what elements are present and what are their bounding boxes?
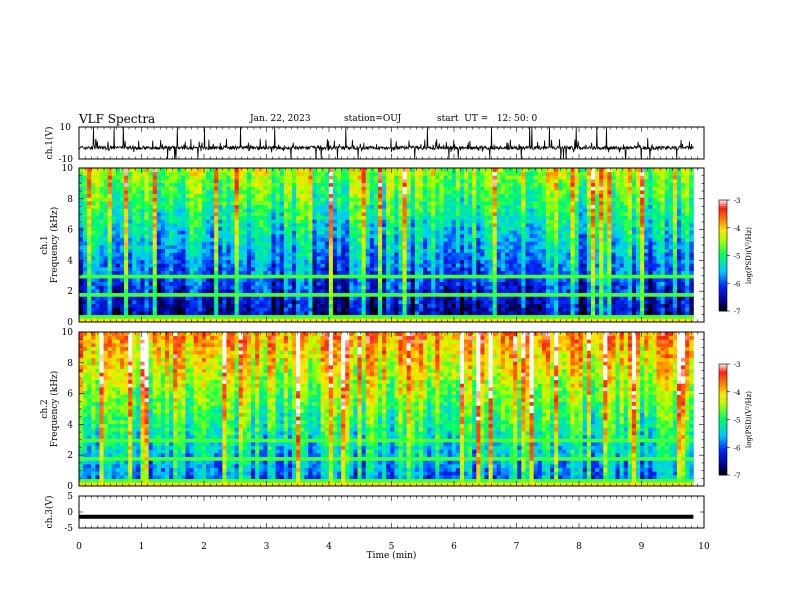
ch2-spectrogram-colorbar [719,364,727,476]
ch1-spectrogram-ytick-label: 0 [67,318,73,328]
ch2-spectrogram-ylabel-frequency: Frequency (kHz) [49,371,60,448]
date-label: Jan. 22, 2023 [250,114,311,124]
ch2-spectrogram-ytick-label: 4 [67,420,73,430]
ch1-spectrogram-colorbar [719,200,727,312]
x-tick-label: 9 [639,542,645,552]
x-tick-label: 0 [76,542,82,552]
ch2-spectrogram-ytick-label: 0 [67,482,73,492]
ch1-spectrogram-ytick-label: 10 [62,164,74,174]
x-tick-label: 7 [514,542,520,552]
ch3-ytick-label: 0 [67,508,73,518]
ch2-spectrogram-ylabel-channel: ch.2 [40,399,50,418]
ch2-spectrogram-ytick-label: 8 [67,359,73,369]
x-tick-label: 1 [139,542,145,552]
ch1-spectrogram-colorbar-tick-label: -4 [734,225,741,233]
ch3-ylabel: ch.3(V) [44,496,55,529]
ch1-waveform-line [78,126,694,160]
x-tick-label: 6 [451,542,457,552]
x-tick-label: 4 [326,542,332,552]
ch2-spectrogram-ytick-label: 6 [67,390,73,400]
ch1-ytick-label: -10 [59,155,74,165]
ch1-ylabel: ch.1(V) [44,127,55,160]
ch1-spectrogram-ytick-label: 4 [67,256,73,266]
ch1-spectrogram-colorbar-tick-label: -7 [734,308,741,316]
station-label: station=OUJ [344,114,402,124]
ch1-spectrogram-colorbar-label: log(PSD)(V²/Hz) [745,227,753,284]
ch1-spectrogram-heatmap-cells [79,168,694,323]
ch1-spectrogram-ylabel-channel: ch.1 [40,235,50,254]
ch2-spectrogram-colorbar-tick-label: -4 [734,389,741,397]
chart-title: VLF Spectra [79,112,156,126]
ch2-spectrogram-colorbar-tick-label: -7 [734,472,741,480]
x-tick-label: 10 [698,542,710,552]
ch2-spectrogram-ytick-label: 2 [67,451,73,461]
ch3-ytick-label: 5 [67,492,73,502]
ch1-spectrogram-colorbar-tick-label: -6 [734,280,741,288]
ch1-spectrogram-ytick-label: 8 [67,195,73,205]
x-tick-label: 8 [576,542,582,552]
ch2-spectrogram-colorbar-tick-label: -5 [734,417,741,425]
ch1-spectrogram-ytick-label: 2 [67,287,73,297]
ch1-ytick-label: 10 [60,123,72,133]
x-tick-label: 2 [201,542,207,552]
ch1-spectrogram-colorbar-tick-label: -3 [734,197,741,205]
ch3-ytick-label: -5 [64,524,73,534]
ch1-spectrogram-ylabel-frequency: Frequency (kHz) [49,207,60,284]
ch1-spectrogram-ytick-label: 6 [67,226,73,236]
ch2-spectrogram-colorbar-label: log(PSD)(V²/Hz) [745,391,753,448]
ch2-spectrogram-ytick-label: 10 [62,328,74,338]
x-tick-label: 5 [389,542,395,552]
ch2-spectrogram-colorbar-tick-label: -6 [734,444,741,452]
x-axis-label: Time (min) [367,550,417,561]
ch2-spectrogram-heatmap-cells [79,332,694,487]
ch1-spectrogram-colorbar-tick-label: -5 [734,253,741,261]
x-tick-label: 3 [264,542,270,552]
start-time-label: start UT = 12: 50: 0 [437,114,538,124]
ch2-spectrogram-colorbar-tick-label: -3 [734,361,741,369]
